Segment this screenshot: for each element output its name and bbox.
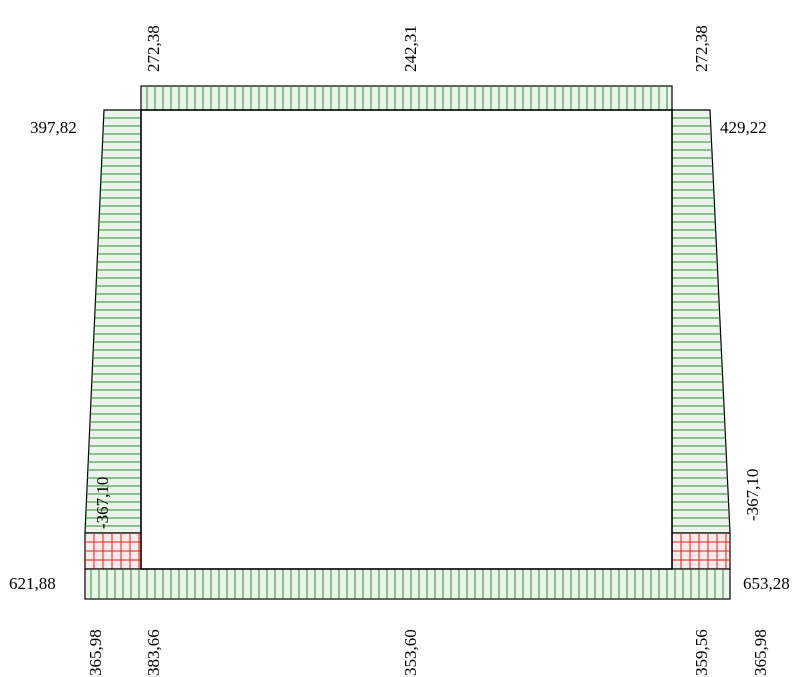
top-beam-diagram — [140, 85, 673, 111]
bottom-beam-hatch — [90, 569, 724, 599]
label-top-left: 272,38 — [144, 25, 163, 72]
frame-outline — [140, 109, 673, 570]
label-top-mid: 242,31 — [401, 25, 420, 72]
left-column-hatch — [85, 117, 141, 527]
label-right-mid: -367,10 — [743, 469, 762, 521]
label-bottom-5: 365,98 — [751, 629, 770, 676]
bottom-beam-diagram — [84, 568, 731, 600]
right-column-hatch — [672, 117, 730, 527]
label-bottom-1: 365,98 — [86, 629, 105, 676]
label-bottom-2: 383,66 — [144, 629, 163, 676]
label-right-bottom: 653,28 — [743, 574, 790, 593]
right-node-hatch — [672, 533, 730, 569]
label-bottom-3: 353,60 — [401, 629, 420, 676]
label-left-mid: -367,10 — [93, 477, 112, 529]
label-left-bottom: 621,88 — [9, 574, 56, 593]
left-node-hatch — [85, 533, 141, 569]
label-left-top: 397,82 — [30, 118, 77, 137]
label-top-right: 272,38 — [692, 25, 711, 72]
top-beam-hatch — [146, 86, 668, 110]
label-bottom-4: 359,56 — [692, 629, 711, 676]
label-right-top: 429,22 — [720, 118, 767, 137]
